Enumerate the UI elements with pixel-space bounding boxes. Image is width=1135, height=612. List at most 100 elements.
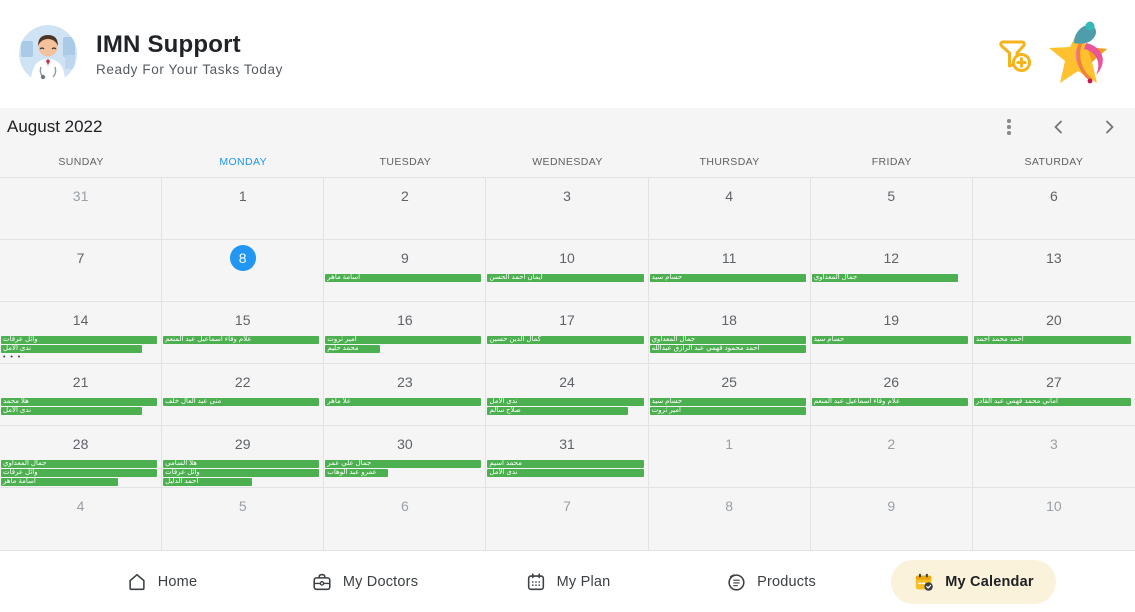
- calendar-day-cell[interactable]: 21 هلا محمد ندى الأمل: [0, 364, 163, 426]
- calendar-day-cell[interactable]: 29 هلا السامي وائل عرفات احمد الدليل: [162, 426, 325, 488]
- more-menu-button[interactable]: [997, 115, 1021, 139]
- event-bar[interactable]: محمد حليم: [325, 345, 380, 353]
- nav-item-my-calendar[interactable]: My Calendar: [891, 559, 1056, 604]
- calendar-day-cell[interactable]: 14 وائل عرفات ندى الأمل • • •: [0, 302, 163, 364]
- calendar-check-icon: [916, 573, 934, 591]
- event-bar[interactable]: وائل عرفات: [163, 469, 320, 477]
- calendar-day-cell[interactable]: 13: [972, 240, 1135, 302]
- event-bar[interactable]: اماني محمد فهمي عبد القادر: [973, 398, 1131, 406]
- event-bar[interactable]: وائل عرفات: [1, 469, 158, 477]
- more-events-indicator[interactable]: • • •: [3, 354, 22, 361]
- nav-item-my-plan[interactable]: My Plan: [466, 571, 669, 593]
- calendar-day-cell[interactable]: 3: [486, 178, 649, 240]
- calendar-day-cell[interactable]: 23 علا ماهر: [324, 364, 487, 426]
- event-bar[interactable]: ايمان احمد الحسن: [487, 274, 644, 282]
- event-bar[interactable]: ندى الأمل: [487, 398, 644, 406]
- event-bar[interactable]: هلا محمد: [1, 398, 158, 406]
- calendar-day-cell[interactable]: 24 ندى الأمل صلاح سالم: [486, 364, 649, 426]
- calendar-day-cell[interactable]: 18 جمال المعداوي احمد محمود فهمي عبد الراز…: [648, 302, 811, 364]
- calendar-day-cell[interactable]: 26 علام وفاء اسماعيل عبد المنعم: [810, 364, 973, 426]
- calendar-day-cell[interactable]: 9 اسامة ماهر: [324, 240, 487, 302]
- calendar-day-cell[interactable]: 19 حسام سيد: [810, 302, 973, 364]
- event-bar[interactable]: احمد الدليل: [163, 478, 253, 486]
- calendar-day-cell[interactable]: 1: [162, 178, 325, 240]
- calendar-day-cell[interactable]: 9: [810, 488, 973, 550]
- calendar-day-cell[interactable]: 1: [648, 426, 811, 488]
- calendar-day-cell[interactable]: 16 أمير ثروت محمد حليم: [324, 302, 487, 364]
- calendar-day-cell[interactable]: 7: [0, 240, 163, 302]
- event-bar[interactable]: أمير ثروت: [649, 407, 806, 415]
- day-events: علا ماهر: [325, 398, 482, 406]
- dow-sunday: SUNDAY: [58, 155, 104, 168]
- calendar-day-cell[interactable]: 7: [486, 488, 649, 550]
- filter-plus-button[interactable]: [991, 32, 1035, 76]
- day-number: 2: [887, 436, 896, 452]
- calendar-day-cell[interactable]: 10 ايمان احمد الحسن: [486, 240, 649, 302]
- next-month-button[interactable]: [1097, 115, 1121, 139]
- event-bar[interactable]: جمال المعداوي: [811, 274, 959, 282]
- calendar-day-cell[interactable]: 28 جمال المعداوي وائل عرفات اسامة ماهر: [0, 426, 163, 488]
- event-bar[interactable]: وائل عرفات: [1, 336, 158, 344]
- event-bar[interactable]: علا ماهر: [325, 398, 482, 406]
- calendar-day-cell[interactable]: 11 حسام سيد: [648, 240, 811, 302]
- nav-item-my-doctors[interactable]: My Doctors: [263, 571, 466, 593]
- event-bar[interactable]: جمال المعداوي: [649, 336, 806, 344]
- calendar-day-cell[interactable]: 5: [162, 488, 325, 550]
- calendar-day-cell[interactable]: 6: [324, 488, 487, 550]
- day-events: جمال المعداوي احمد محمود فهمي عبد الرازق …: [649, 336, 806, 353]
- calendar-day-cell[interactable]: 4: [648, 178, 811, 240]
- calendar-day-cell[interactable]: 12 جمال المعداوي: [810, 240, 973, 302]
- event-bar[interactable]: كمال الدين حسين: [487, 336, 644, 344]
- calendar-day-cell[interactable]: 5: [810, 178, 973, 240]
- day-number: 28: [72, 436, 89, 452]
- day-events: محمد أسيم ندى الأمل: [487, 460, 644, 477]
- calendar-day-cell[interactable]: 8: [162, 240, 325, 302]
- event-bar[interactable]: حسام سيد: [649, 274, 806, 282]
- calendar-day-cell[interactable]: 4: [0, 488, 163, 550]
- calendar-day-cell[interactable]: 25 حسام سيد أمير ثروت: [648, 364, 811, 426]
- event-bar[interactable]: احمد محمود فهمي عبد الرازق عبدالله: [649, 345, 806, 353]
- event-bar[interactable]: اسامة ماهر: [1, 478, 119, 486]
- nav-label: My Plan: [556, 573, 611, 590]
- event-bar[interactable]: اسامة ماهر: [325, 274, 482, 282]
- day-number: 23: [397, 374, 413, 390]
- calendar-day-cell[interactable]: 20 احمد محمد احمد: [972, 302, 1135, 364]
- nav-item-products[interactable]: Products: [669, 571, 872, 593]
- event-bar[interactable]: ندى الأمل: [487, 469, 644, 477]
- event-bar[interactable]: احمد محمد احمد: [973, 336, 1131, 344]
- event-bar[interactable]: جمال المعداوي: [1, 460, 158, 468]
- event-bar[interactable]: هلا السامي: [163, 460, 320, 468]
- event-bar[interactable]: حسام سيد: [811, 336, 968, 344]
- day-number: 3: [563, 188, 571, 204]
- event-bar[interactable]: جمال علي عمر: [325, 460, 482, 468]
- event-bar[interactable]: حسام سيد: [649, 398, 806, 406]
- event-bar[interactable]: علام وفاء اسماعيل عبد المنعم: [811, 398, 968, 406]
- calendar-day-cell[interactable]: 31: [0, 178, 163, 240]
- calendar-day-cell[interactable]: 27 اماني محمد فهمي عبد القادر: [972, 364, 1135, 426]
- event-bar[interactable]: ندى الأمل: [1, 345, 142, 353]
- calendar-day-cell[interactable]: 30 جمال علي عمر عمرو عبد الوهاب: [324, 426, 487, 488]
- event-bar[interactable]: عمرو عبد الوهاب: [325, 469, 388, 477]
- previous-month-button[interactable]: [1047, 115, 1071, 139]
- dow-tuesday: TUESDAY: [379, 155, 432, 168]
- calendar-day-cell[interactable]: 15 علام وفاء اسماعيل عبد المنعم: [162, 302, 325, 364]
- day-number: 13: [1046, 250, 1062, 266]
- calendar-day-cell[interactable]: 3: [972, 426, 1135, 488]
- calendar-day-cell[interactable]: 8: [648, 488, 811, 550]
- event-bar[interactable]: منى عبد العال خلف: [163, 398, 320, 406]
- event-bar[interactable]: أمير ثروت: [325, 336, 482, 344]
- event-bar[interactable]: علام وفاء اسماعيل عبد المنعم: [163, 336, 320, 344]
- calendar-day-cell[interactable]: 2: [324, 178, 487, 240]
- calendar-day-cell[interactable]: 31 محمد أسيم ندى الأمل: [486, 426, 649, 488]
- event-bar[interactable]: صلاح سالم: [487, 407, 628, 415]
- calendar-day-cell[interactable]: 6: [972, 178, 1135, 240]
- nav-item-home[interactable]: Home: [60, 571, 263, 593]
- calendar-day-cell[interactable]: 17 كمال الدين حسين: [486, 302, 649, 364]
- nav-label: My Doctors: [342, 573, 419, 590]
- calendar-day-cell[interactable]: 22 منى عبد العال خلف: [162, 364, 325, 426]
- event-bar[interactable]: ندى الأمل: [1, 407, 142, 415]
- calendar-day-cell[interactable]: 2: [810, 426, 973, 488]
- calendar-day-cell[interactable]: 10: [972, 488, 1135, 550]
- dow-wednesday: WEDNESDAY: [532, 155, 603, 168]
- event-bar[interactable]: محمد أسيم: [487, 460, 644, 468]
